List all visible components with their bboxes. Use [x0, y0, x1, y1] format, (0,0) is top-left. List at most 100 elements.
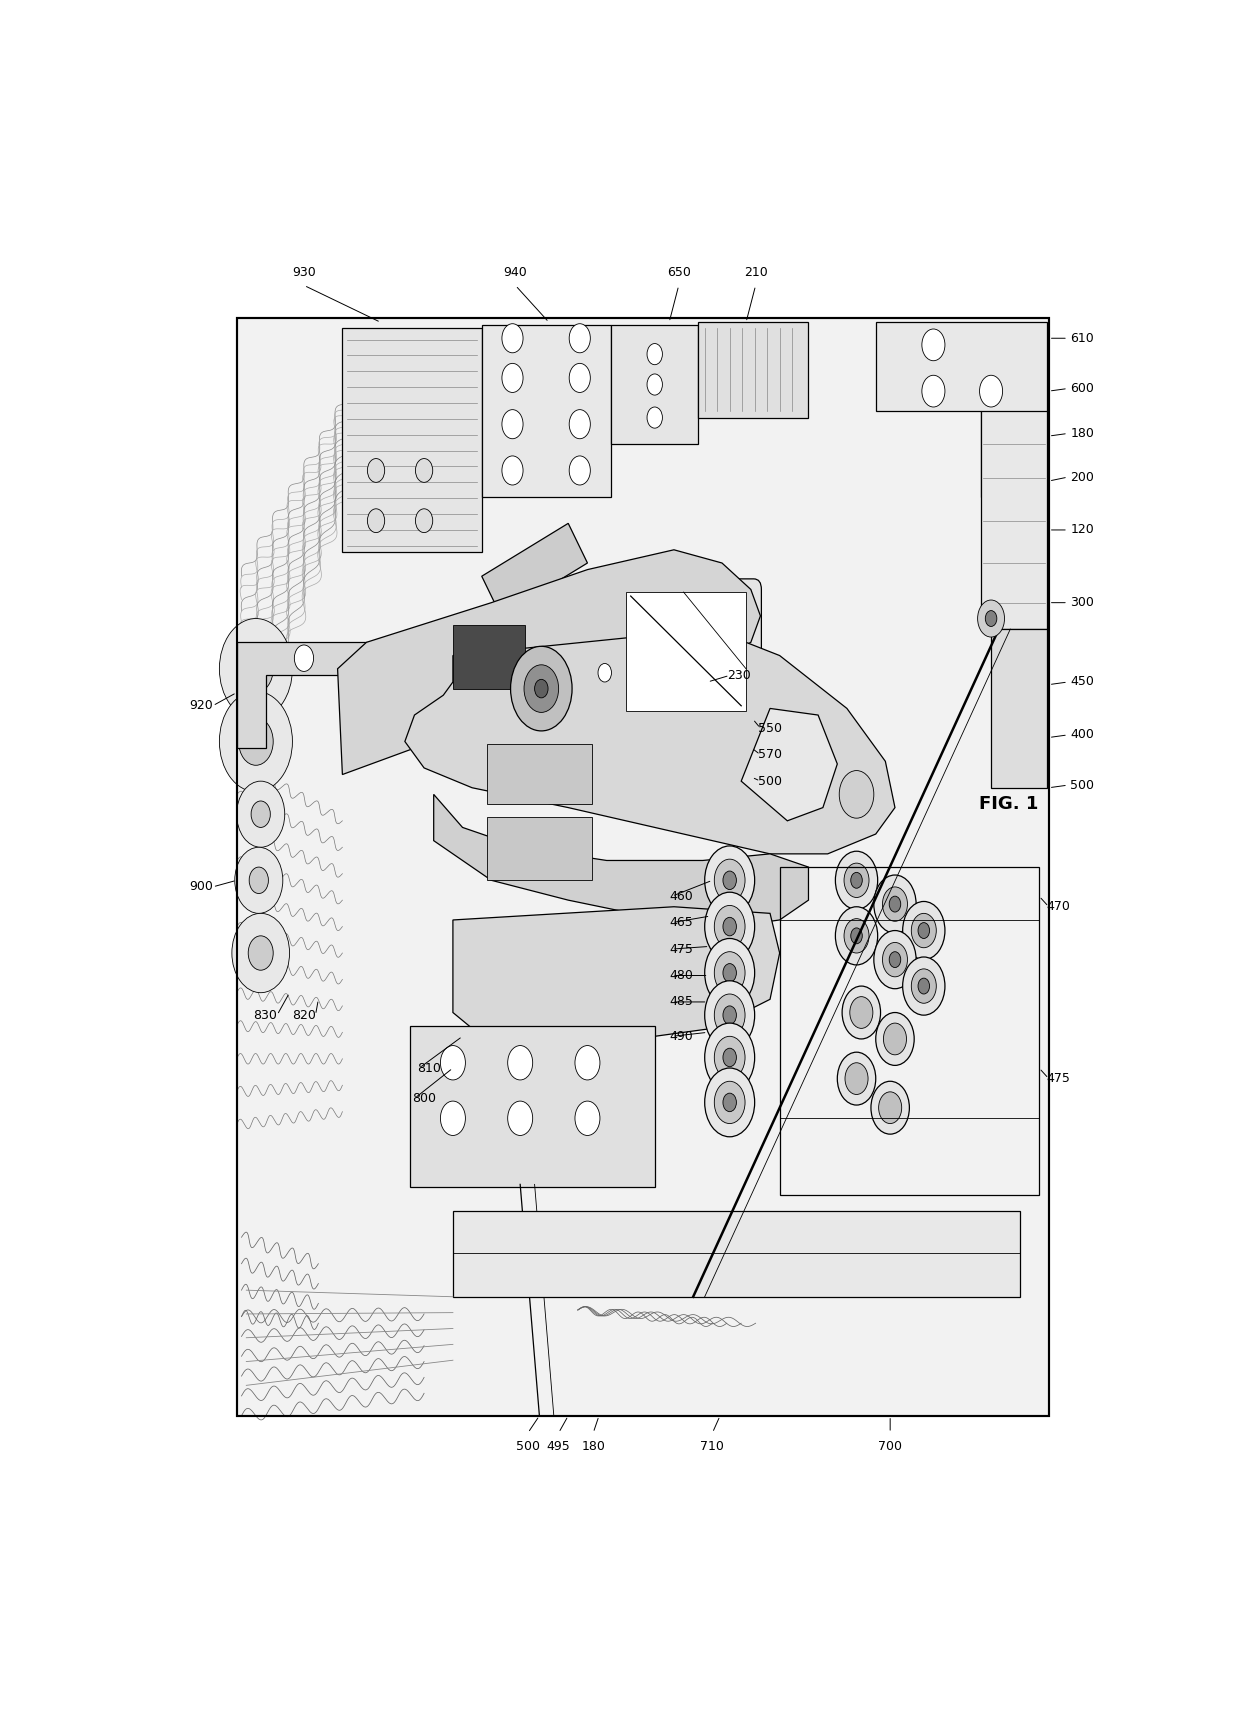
Polygon shape: [611, 325, 698, 445]
Circle shape: [889, 896, 900, 912]
Polygon shape: [982, 410, 1047, 628]
Text: 610: 610: [1070, 331, 1094, 345]
Circle shape: [977, 599, 1004, 637]
Circle shape: [575, 1046, 600, 1080]
Text: 465: 465: [670, 917, 693, 929]
Text: 570: 570: [758, 749, 782, 761]
Text: 900: 900: [190, 881, 213, 893]
Circle shape: [647, 343, 662, 364]
Circle shape: [704, 939, 755, 1008]
Polygon shape: [875, 323, 1047, 496]
Circle shape: [525, 664, 558, 713]
Circle shape: [440, 1046, 465, 1080]
Text: 820: 820: [291, 1008, 316, 1022]
Circle shape: [704, 980, 755, 1049]
Circle shape: [911, 913, 936, 948]
Circle shape: [879, 1092, 901, 1123]
Circle shape: [839, 771, 874, 819]
Circle shape: [851, 872, 862, 888]
Circle shape: [569, 364, 590, 393]
Polygon shape: [337, 549, 760, 774]
Circle shape: [219, 618, 293, 719]
Text: 480: 480: [670, 968, 693, 982]
Text: 650: 650: [667, 266, 691, 278]
Circle shape: [367, 508, 384, 532]
Circle shape: [837, 1053, 875, 1106]
FancyBboxPatch shape: [606, 579, 761, 726]
Circle shape: [918, 922, 930, 939]
Circle shape: [248, 936, 273, 970]
Polygon shape: [237, 642, 568, 749]
Circle shape: [507, 1101, 533, 1135]
Circle shape: [723, 917, 737, 936]
Bar: [486, 817, 593, 881]
Circle shape: [704, 846, 755, 915]
Text: 485: 485: [670, 996, 693, 1008]
Circle shape: [883, 888, 908, 922]
Bar: [237, 318, 1049, 1417]
Circle shape: [723, 1094, 737, 1111]
Polygon shape: [626, 592, 746, 711]
Bar: [453, 625, 525, 689]
Circle shape: [415, 508, 433, 532]
Circle shape: [249, 867, 268, 893]
Polygon shape: [342, 328, 481, 553]
Circle shape: [511, 646, 572, 731]
Circle shape: [534, 680, 548, 697]
Circle shape: [502, 325, 523, 352]
Text: 495: 495: [547, 1439, 570, 1453]
Circle shape: [714, 994, 745, 1037]
Text: 400: 400: [1070, 728, 1095, 742]
Text: 500: 500: [758, 774, 782, 788]
Polygon shape: [404, 628, 895, 853]
Circle shape: [874, 931, 916, 989]
Text: 120: 120: [1070, 524, 1094, 536]
Text: 500: 500: [516, 1439, 539, 1453]
Circle shape: [842, 986, 880, 1039]
Bar: [237, 318, 1049, 1417]
Circle shape: [986, 611, 997, 627]
Text: 920: 920: [190, 699, 213, 713]
Circle shape: [232, 913, 289, 992]
Polygon shape: [453, 1210, 1019, 1296]
Text: 810: 810: [417, 1061, 441, 1075]
Circle shape: [234, 846, 283, 913]
Text: 200: 200: [1070, 470, 1095, 484]
Circle shape: [569, 325, 590, 352]
Polygon shape: [698, 323, 808, 417]
Circle shape: [723, 1006, 737, 1025]
Circle shape: [714, 951, 745, 994]
Circle shape: [874, 876, 916, 934]
Circle shape: [883, 1023, 906, 1054]
Circle shape: [237, 781, 285, 846]
Text: 500: 500: [1070, 778, 1095, 792]
Circle shape: [723, 871, 737, 889]
Circle shape: [444, 646, 463, 671]
Circle shape: [911, 968, 936, 1003]
Circle shape: [250, 800, 270, 828]
Circle shape: [980, 376, 1003, 407]
Text: 475: 475: [670, 943, 693, 956]
Circle shape: [294, 646, 314, 671]
Circle shape: [440, 1101, 465, 1135]
Text: 930: 930: [293, 266, 316, 278]
Circle shape: [714, 1037, 745, 1078]
Text: 180: 180: [1070, 428, 1095, 440]
Polygon shape: [481, 524, 588, 616]
Text: 600: 600: [1070, 381, 1095, 395]
Circle shape: [238, 646, 273, 692]
Circle shape: [836, 852, 878, 910]
Circle shape: [918, 979, 930, 994]
Circle shape: [723, 963, 737, 982]
Polygon shape: [742, 709, 837, 821]
Polygon shape: [409, 1025, 655, 1186]
Text: 550: 550: [758, 721, 782, 735]
Text: 230: 230: [728, 670, 751, 682]
Text: 830: 830: [253, 1008, 278, 1022]
Circle shape: [844, 864, 869, 898]
Circle shape: [714, 858, 745, 901]
Circle shape: [844, 1063, 868, 1094]
Polygon shape: [481, 325, 611, 496]
Circle shape: [502, 457, 523, 484]
Text: FIG. 1: FIG. 1: [978, 795, 1038, 812]
